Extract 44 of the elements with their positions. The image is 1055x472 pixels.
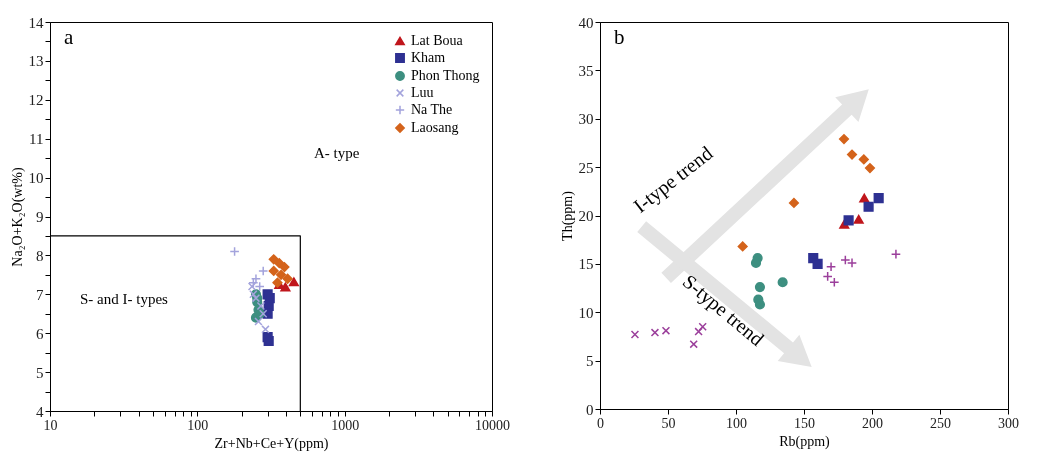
legend-label: Lat Boua <box>411 33 464 48</box>
y-tick-label: 6 <box>36 325 44 342</box>
y-tick-label: 8 <box>36 247 44 264</box>
y-tick-label: 11 <box>29 131 44 148</box>
chart-title: a <box>64 25 74 49</box>
legend-label: Kham <box>411 50 446 65</box>
y-tick-label: 5 <box>586 353 594 370</box>
y-tick-label: 40 <box>578 14 594 31</box>
x-axis-title: Rb(ppm) <box>779 433 831 450</box>
y-tick-label: 9 <box>36 209 44 225</box>
y-tick-label: 20 <box>578 208 594 224</box>
y-tick-label: 35 <box>578 62 594 79</box>
annotation: S- and I- types <box>80 291 169 307</box>
y-tick-label: 10 <box>578 304 594 321</box>
x-tick-label: 10000 <box>475 417 510 433</box>
x-tick-label: 300 <box>998 415 1019 431</box>
legend-label: Phon Thong <box>411 68 480 83</box>
y-axis-title: Na₂O+K₂O(wt%) <box>9 167 26 267</box>
x-tick-label: 100 <box>726 415 747 431</box>
x-tick-label: 1000 <box>331 417 360 433</box>
y-tick-label: 5 <box>36 364 44 381</box>
x-tick-label: 50 <box>661 415 676 431</box>
y-tick-label: 13 <box>28 53 44 70</box>
chart-title: b <box>614 25 625 49</box>
y-tick-label: 4 <box>36 403 44 420</box>
y-tick-label: 10 <box>28 170 44 187</box>
annotation: A- type <box>314 145 360 161</box>
legend-label: Laosang <box>411 120 459 135</box>
x-axis-title: Zr+Nb+Ce+Y(ppm) <box>214 435 329 452</box>
x-tick-label: 250 <box>930 415 951 431</box>
legend-label: Luu <box>411 85 434 100</box>
y-tick-label: 30 <box>578 111 594 128</box>
y-tick-label: 15 <box>578 256 594 273</box>
x-tick-label: 100 <box>187 417 209 433</box>
y-tick-label: 7 <box>36 286 44 303</box>
y-tick-label: 14 <box>28 14 44 31</box>
x-tick-label: 150 <box>794 415 815 431</box>
y-tick-label: 25 <box>578 159 594 176</box>
y-tick-label: 0 <box>586 401 594 418</box>
x-tick-label: 0 <box>597 415 604 431</box>
y-axis-title: Th(ppm) <box>559 190 576 241</box>
x-tick-label: 200 <box>862 415 883 431</box>
y-tick-label: 12 <box>28 92 44 109</box>
legend-label: Na The <box>411 102 453 117</box>
